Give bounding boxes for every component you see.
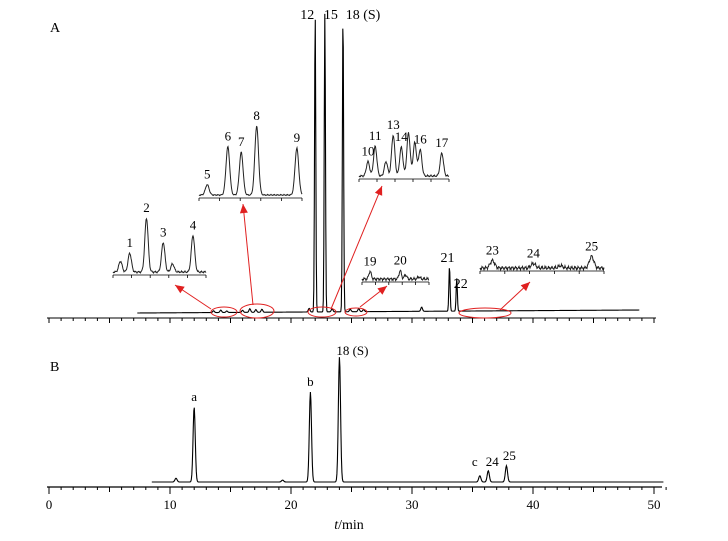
callout-ellipse	[239, 303, 275, 319]
callout-arrow-head	[374, 186, 383, 196]
panel-a-peak-label: 21	[441, 251, 455, 266]
inset-2: 5 6 78 9	[198, 108, 303, 201]
callout-arrow-line	[330, 185, 383, 310]
inset-trace	[361, 269, 430, 283]
inset-peak-label: 4	[190, 217, 197, 232]
inset-peak-label: 14	[395, 129, 409, 144]
inset-peak-label: 5	[204, 167, 211, 182]
panel-b-tick-label: 10	[164, 497, 177, 512]
inset-trace	[479, 254, 605, 272]
inset-peak-label: 25	[585, 238, 598, 253]
callout-arrow-head	[175, 285, 185, 294]
inset-peak-label: 2	[143, 200, 150, 215]
panel-label-b: B	[50, 360, 59, 375]
inset-peak-label: 3	[160, 224, 167, 239]
inset-1: 1 23 4	[112, 200, 207, 278]
panel-a-trace	[137, 13, 640, 314]
inset-peak-label: 9	[294, 130, 301, 145]
callout-arrow-head	[377, 286, 387, 295]
panel-b-peak-label: 18 (S)	[336, 343, 368, 358]
callout-arrow-head	[239, 204, 248, 214]
panel-b-trace	[151, 357, 664, 483]
inset-peak-label: 6	[225, 129, 232, 144]
callout-ellipse	[458, 307, 512, 319]
panel-label-a: A	[50, 21, 61, 36]
inset-peak-label: 16	[414, 132, 428, 147]
inset-peak-label: 11	[369, 128, 382, 143]
inset-peak-label: 23	[486, 243, 499, 258]
callout-ellipse	[210, 306, 238, 318]
inset-5: 23 24 25	[479, 238, 605, 274]
panel-b-tick-label: 20	[285, 497, 298, 512]
callout-arrow-head	[520, 282, 530, 292]
inset-peak-label: 8	[253, 108, 260, 123]
inset-peak-label: 1	[126, 235, 133, 250]
inset-4: 19 20	[361, 253, 430, 285]
panel-b-peak-label: 25	[503, 448, 516, 463]
callout-ellipse	[307, 306, 337, 318]
panel-b-tick-label: 40	[527, 497, 540, 512]
panel-b-peak-label: c	[472, 454, 478, 469]
panel-a-peak-label: 15	[324, 8, 338, 23]
panel-b: 0 10 20 30 40 50 a b 18 (S) c 24 25	[46, 343, 667, 512]
panel-a-peak-label: 12	[300, 8, 314, 23]
inset-peak-label: 20	[394, 253, 407, 268]
x-axis-label-unit: /min	[338, 518, 364, 533]
panel-b-peak-label: b	[307, 374, 314, 389]
inset-peak-label: 19	[364, 253, 377, 268]
panel-a-peak-label: 18 (S)	[346, 8, 381, 23]
inset-trace	[358, 132, 450, 178]
inset-peak-label: 7	[238, 134, 245, 149]
inset-trace	[198, 125, 303, 197]
inset-peak-label: 10	[362, 144, 375, 159]
inset-peak-label: 24	[527, 246, 541, 261]
panel-b-tick-label: 50	[648, 497, 661, 512]
inset-peak-label: 13	[387, 117, 400, 132]
callout-ellipse	[344, 307, 368, 317]
inset-peak-label: 17	[435, 135, 449, 150]
inset-trace	[112, 217, 207, 275]
panel-b-peak-label: a	[191, 389, 197, 404]
x-axis-label-symbol: t	[334, 518, 339, 533]
x-axis-label: t/min	[334, 518, 364, 533]
panel-b-peak-label: 24	[486, 454, 500, 469]
panel-b-tick-label: 30	[406, 497, 419, 512]
panel-b-tick-label: 0	[46, 497, 53, 512]
callout-arrow-line	[242, 203, 254, 306]
panel-a-peak-label: 22	[454, 277, 468, 292]
